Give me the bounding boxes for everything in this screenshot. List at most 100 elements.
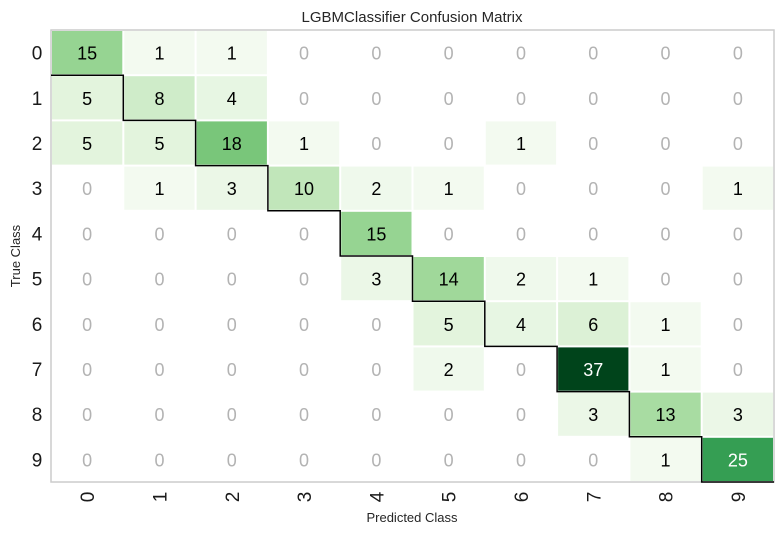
cell-value-label: 0 bbox=[444, 134, 454, 154]
cell-value-label: 5 bbox=[154, 134, 164, 154]
cell-value-labels: 15 1 1 0 0 0 0 0 0 05 8 4 0 0 0 0 0 0 05 5 18 1 0 0 1 0 0 00 1 3 10 2 1 0… bbox=[77, 44, 748, 471]
cell-value-label: 0 bbox=[82, 360, 92, 380]
heatmap-cell bbox=[124, 31, 195, 75]
cell-value-label: 0 bbox=[299, 44, 309, 64]
cell-value-label: 0 bbox=[371, 44, 381, 64]
y-tick-label: 2 bbox=[32, 134, 43, 155]
cell-value-label: 0 bbox=[299, 360, 309, 380]
heatmap-cell bbox=[341, 166, 412, 210]
cell-value-label: 0 bbox=[82, 224, 92, 244]
cell-value-label: 0 bbox=[444, 405, 454, 425]
cell-value-label: 1 bbox=[444, 179, 454, 199]
cell-value-label: 25 bbox=[728, 450, 748, 470]
cell-value-label: 3 bbox=[733, 405, 743, 425]
y-axis-title: True Class bbox=[8, 224, 23, 287]
y-tick-label: 6 bbox=[32, 315, 43, 336]
heatmap-cell bbox=[52, 31, 123, 75]
heatmap-cell bbox=[124, 121, 195, 165]
heatmap-cell bbox=[196, 76, 267, 120]
heatmap-cell bbox=[413, 302, 484, 346]
cell-value-label: 0 bbox=[588, 134, 598, 154]
cell-value-label: 0 bbox=[661, 44, 671, 64]
cell-value-label: 0 bbox=[444, 89, 454, 109]
heatmap-cell bbox=[124, 166, 195, 210]
diagonal-boundary bbox=[51, 74, 774, 483]
cell-value-label: 0 bbox=[371, 315, 381, 335]
y-tick-label: 1 bbox=[32, 89, 43, 110]
heatmap-cell bbox=[630, 392, 701, 436]
cell-value-label: 5 bbox=[444, 315, 454, 335]
cell-value-label: 0 bbox=[661, 179, 671, 199]
cell-value-label: 0 bbox=[227, 224, 237, 244]
x-tick-labels: 0 1 2 3 4 5 6 7 8 9 bbox=[78, 491, 750, 502]
cell-value-label: 15 bbox=[77, 44, 97, 64]
cell-value-label: 1 bbox=[516, 134, 526, 154]
cell-value-label: 0 bbox=[733, 134, 743, 154]
x-tick-label: 7 bbox=[584, 492, 605, 503]
heatmap-cell bbox=[702, 166, 773, 210]
cell-value-label: 1 bbox=[661, 315, 671, 335]
heatmap-cell bbox=[341, 257, 412, 301]
cell-value-label: 0 bbox=[588, 179, 598, 199]
heatmap-cell bbox=[630, 302, 701, 346]
chart-title: LGBMClassifier Confusion Matrix bbox=[302, 9, 523, 26]
cell-value-label: 0 bbox=[82, 270, 92, 290]
heatmap-cell bbox=[630, 347, 701, 391]
cell-value-label: 0 bbox=[299, 224, 309, 244]
cell-value-label: 13 bbox=[656, 405, 676, 425]
cell-value-label: 0 bbox=[227, 360, 237, 380]
cell-value-label: 0 bbox=[299, 405, 309, 425]
y-tick-label: 9 bbox=[32, 450, 43, 471]
y-tick-label: 0 bbox=[32, 44, 43, 65]
cell-value-label: 0 bbox=[82, 179, 92, 199]
cell-value-label: 10 bbox=[294, 179, 314, 199]
cell-value-label: 4 bbox=[516, 315, 526, 335]
cell-value-label: 1 bbox=[154, 44, 164, 64]
cell-value-label: 0 bbox=[733, 224, 743, 244]
heatmap-cell bbox=[413, 257, 484, 301]
heatmap-cell bbox=[413, 166, 484, 210]
heatmap-cell bbox=[558, 302, 629, 346]
heatmap-cell bbox=[485, 121, 557, 165]
heatmap-cell bbox=[268, 166, 340, 210]
heatmap-cell bbox=[196, 121, 267, 165]
heatmap-cell bbox=[268, 121, 340, 165]
cell-value-label: 0 bbox=[516, 89, 526, 109]
heatmap-cell bbox=[485, 302, 557, 346]
cell-value-label: 0 bbox=[82, 405, 92, 425]
heatmap-cell bbox=[124, 76, 195, 120]
cell-value-label: 0 bbox=[371, 405, 381, 425]
cell-value-label: 0 bbox=[154, 450, 164, 470]
cell-value-label: 3 bbox=[588, 405, 598, 425]
cell-value-label: 15 bbox=[366, 224, 386, 244]
diagonal-boundary-line bbox=[51, 74, 774, 483]
cell-value-label: 1 bbox=[661, 450, 671, 470]
cell-value-label: 0 bbox=[516, 44, 526, 64]
heatmap-cell bbox=[341, 211, 412, 255]
x-tick-label: 6 bbox=[512, 492, 533, 503]
cell-value-label: 0 bbox=[82, 450, 92, 470]
cell-value-label: 0 bbox=[82, 315, 92, 335]
x-tick-label: 1 bbox=[150, 492, 171, 503]
cell-value-label: 0 bbox=[227, 270, 237, 290]
heatmap-cell bbox=[558, 257, 629, 301]
x-tick-label: 4 bbox=[367, 491, 388, 502]
cell-value-label: 0 bbox=[516, 450, 526, 470]
cell-value-label: 0 bbox=[516, 360, 526, 380]
heatmap-cell bbox=[558, 347, 629, 391]
heatmap-cell bbox=[485, 257, 557, 301]
cell-value-label: 0 bbox=[516, 405, 526, 425]
y-tick-label: 5 bbox=[32, 270, 43, 291]
cell-value-label: 0 bbox=[661, 89, 671, 109]
cell-value-label: 3 bbox=[371, 270, 381, 290]
heatmap-cell bbox=[558, 392, 629, 436]
heatmap-cell bbox=[702, 437, 773, 481]
cell-value-label: 0 bbox=[661, 270, 671, 290]
cell-value-label: 2 bbox=[371, 179, 381, 199]
cell-value-label: 0 bbox=[154, 405, 164, 425]
x-tick-label: 9 bbox=[729, 492, 750, 503]
cell-value-label: 0 bbox=[371, 89, 381, 109]
cell-value-label: 0 bbox=[588, 89, 598, 109]
cell-value-label: 8 bbox=[154, 89, 164, 109]
